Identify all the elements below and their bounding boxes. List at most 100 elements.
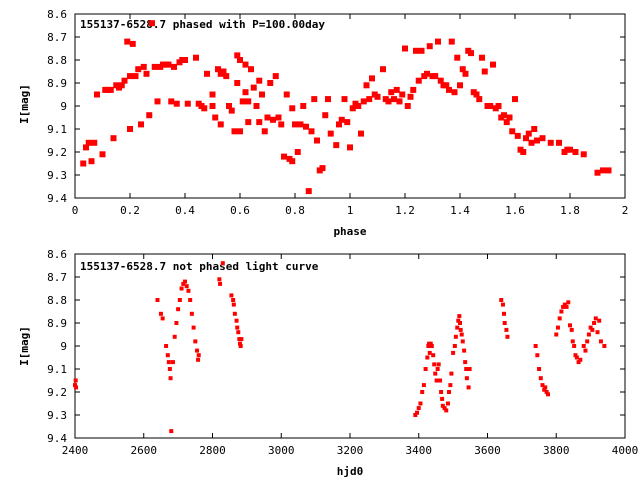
data-point <box>341 96 348 103</box>
data-point <box>593 316 598 321</box>
data-point <box>83 144 89 151</box>
data-point <box>490 61 496 68</box>
data-point <box>434 378 439 383</box>
x-tick-label: 1.4 <box>450 204 470 217</box>
data-point <box>468 50 474 57</box>
data-point <box>501 112 507 119</box>
data-point <box>256 77 263 84</box>
data-point <box>464 376 469 381</box>
data-point <box>438 378 443 383</box>
data-point <box>226 103 232 109</box>
data-point <box>127 73 133 80</box>
data-point <box>220 261 225 266</box>
data-point <box>234 80 241 86</box>
data-point <box>245 98 252 105</box>
data-point <box>167 367 172 371</box>
data-point <box>223 73 230 80</box>
data-point <box>502 311 506 316</box>
data-point <box>189 311 194 316</box>
data-point <box>538 376 543 381</box>
data-point <box>460 339 465 344</box>
data-point <box>449 371 454 376</box>
x-tick-label: 3600 <box>474 444 501 457</box>
data-point <box>220 68 227 75</box>
data-point <box>451 89 458 96</box>
data-point <box>151 63 158 70</box>
data-point <box>559 309 564 314</box>
data-point <box>512 96 518 103</box>
x-tick-label: 3200 <box>337 444 364 457</box>
data-point <box>327 130 334 137</box>
data-point <box>578 357 583 362</box>
data-point <box>325 96 331 103</box>
data-point <box>292 121 298 128</box>
data-point <box>444 408 449 413</box>
y-tick-label: 8.9 <box>47 317 67 330</box>
data-point <box>503 119 510 126</box>
data-point <box>463 360 468 365</box>
data-point <box>440 396 445 401</box>
data-point <box>416 406 421 411</box>
data-point <box>171 63 177 70</box>
data-point <box>590 327 595 332</box>
data-point <box>242 89 249 96</box>
data-point <box>360 98 367 105</box>
data-point <box>535 353 540 358</box>
data-point <box>427 350 432 355</box>
data-point <box>209 103 216 109</box>
y-tick-label: 8.7 <box>47 271 67 284</box>
y-tick-label: 9.4 <box>47 192 67 205</box>
x-tick-label: 2800 <box>199 444 226 457</box>
data-point <box>212 114 219 121</box>
data-point <box>107 86 114 93</box>
data-point <box>562 302 567 307</box>
data-point <box>231 128 238 135</box>
data-point <box>253 103 260 109</box>
chart-title: 155137-6528.7 phased with P=100.00day <box>80 18 325 31</box>
data-point <box>204 70 210 77</box>
x-tick-label: 0.2 <box>120 204 140 217</box>
data-point <box>523 135 529 142</box>
data-point <box>308 128 315 135</box>
data-point <box>238 341 242 346</box>
data-point <box>193 54 199 61</box>
data-point <box>462 70 469 77</box>
data-point <box>473 91 480 98</box>
data-point <box>525 130 532 137</box>
data-point <box>217 121 224 128</box>
data-point <box>502 321 507 325</box>
data-point <box>418 401 423 406</box>
data-point <box>239 98 246 105</box>
data-point <box>404 103 411 109</box>
data-point <box>385 98 392 105</box>
data-point <box>232 311 237 316</box>
data-point <box>435 367 440 371</box>
data-point <box>423 367 428 371</box>
data-point <box>407 93 414 100</box>
data-point <box>462 348 467 353</box>
y-axis-label: I[mag] <box>18 84 31 124</box>
x-tick-label: 3800 <box>543 444 570 457</box>
data-point <box>459 332 464 337</box>
data-point <box>294 149 301 155</box>
y-tick-label: 9 <box>60 340 67 353</box>
x-tick-label: 1.8 <box>560 204 580 217</box>
data-point <box>557 316 562 321</box>
data-point <box>396 98 403 105</box>
data-point <box>546 392 550 397</box>
x-axis-label: hjd0 <box>337 465 364 478</box>
y-tick-label: 9.2 <box>47 146 67 159</box>
data-point <box>448 383 453 388</box>
data-point <box>80 160 87 167</box>
data-point <box>118 82 125 89</box>
data-point <box>399 91 406 98</box>
plot-frame <box>74 253 626 439</box>
data-point <box>424 70 430 77</box>
data-point <box>270 116 276 123</box>
data-point <box>195 348 200 353</box>
data-point <box>415 410 420 415</box>
data-point <box>437 77 444 84</box>
data-point <box>188 298 193 302</box>
y-tick-label: 9 <box>60 100 67 113</box>
x-tick-label: 1.2 <box>395 204 415 217</box>
